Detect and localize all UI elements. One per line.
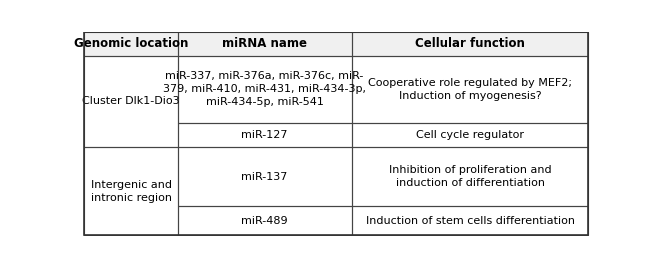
Bar [178, 206, 352, 235]
Bar [178, 123, 352, 147]
Bar [352, 32, 588, 56]
Bar [352, 147, 588, 206]
Text: Cell cycle regulator: Cell cycle regulator [416, 130, 524, 140]
Bar [84, 32, 178, 56]
Bar [352, 206, 588, 235]
Text: Cellular function: Cellular function [415, 37, 525, 50]
Bar [84, 56, 178, 147]
Text: Intergenic and
intronic region: Intergenic and intronic region [90, 180, 172, 203]
Text: Induction of stem cells differentiation: Induction of stem cells differentiation [365, 216, 574, 226]
Bar [352, 32, 588, 56]
Bar [178, 56, 352, 123]
Text: Genomic location: Genomic location [74, 37, 188, 50]
Bar [178, 147, 352, 206]
Text: Cooperative role regulated by MEF2;
Induction of myogenesis?: Cooperative role regulated by MEF2; Indu… [368, 78, 572, 100]
Text: miR-137: miR-137 [242, 171, 288, 182]
Text: Inhibition of proliferation and
induction of differentiation: Inhibition of proliferation and inductio… [388, 165, 552, 188]
Text: miR-489: miR-489 [241, 216, 288, 226]
Text: miR-127: miR-127 [242, 130, 288, 140]
Text: miR-337, miR-376a, miR-376c, miR-
379, miR-410, miR-431, miR-434-3p,
miR-434-5p,: miR-337, miR-376a, miR-376c, miR- 379, m… [163, 71, 366, 107]
Bar [84, 56, 178, 147]
Bar [352, 56, 588, 123]
Bar [178, 56, 352, 123]
Bar [178, 206, 352, 235]
Bar [352, 123, 588, 147]
Bar [352, 56, 588, 123]
Bar [178, 32, 352, 56]
Bar [178, 147, 352, 206]
Bar [352, 206, 588, 235]
Bar [352, 123, 588, 147]
Bar [352, 147, 588, 206]
Text: Cluster Dlk1-Dio3: Cluster Dlk1-Dio3 [83, 96, 180, 106]
Text: miRNA name: miRNA name [222, 37, 307, 50]
Bar [178, 32, 352, 56]
Bar [84, 147, 178, 235]
Bar [178, 123, 352, 147]
Bar [84, 32, 178, 56]
Bar [84, 147, 178, 235]
